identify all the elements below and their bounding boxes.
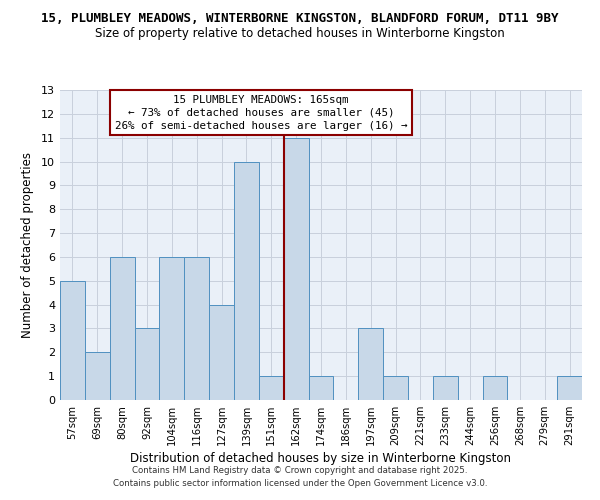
- Bar: [160, 257, 184, 400]
- Bar: [234, 162, 259, 400]
- Text: Contains HM Land Registry data © Crown copyright and database right 2025.
Contai: Contains HM Land Registry data © Crown c…: [113, 466, 487, 487]
- Bar: [482, 376, 508, 400]
- Text: 15 PLUMBLEY MEADOWS: 165sqm
← 73% of detached houses are smaller (45)
26% of sem: 15 PLUMBLEY MEADOWS: 165sqm ← 73% of det…: [115, 94, 407, 131]
- Text: 15, PLUMBLEY MEADOWS, WINTERBORNE KINGSTON, BLANDFORD FORUM, DT11 9BY: 15, PLUMBLEY MEADOWS, WINTERBORNE KINGST…: [41, 12, 559, 26]
- Bar: [209, 304, 234, 400]
- Bar: [184, 257, 209, 400]
- Bar: [134, 328, 160, 400]
- Text: Size of property relative to detached houses in Winterborne Kingston: Size of property relative to detached ho…: [95, 28, 505, 40]
- Bar: [259, 376, 284, 400]
- Bar: [85, 352, 110, 400]
- Bar: [358, 328, 383, 400]
- Bar: [60, 281, 85, 400]
- Y-axis label: Number of detached properties: Number of detached properties: [21, 152, 34, 338]
- X-axis label: Distribution of detached houses by size in Winterborne Kingston: Distribution of detached houses by size …: [131, 452, 511, 465]
- Bar: [284, 138, 308, 400]
- Bar: [557, 376, 582, 400]
- Bar: [433, 376, 458, 400]
- Bar: [308, 376, 334, 400]
- Bar: [110, 257, 134, 400]
- Bar: [383, 376, 408, 400]
